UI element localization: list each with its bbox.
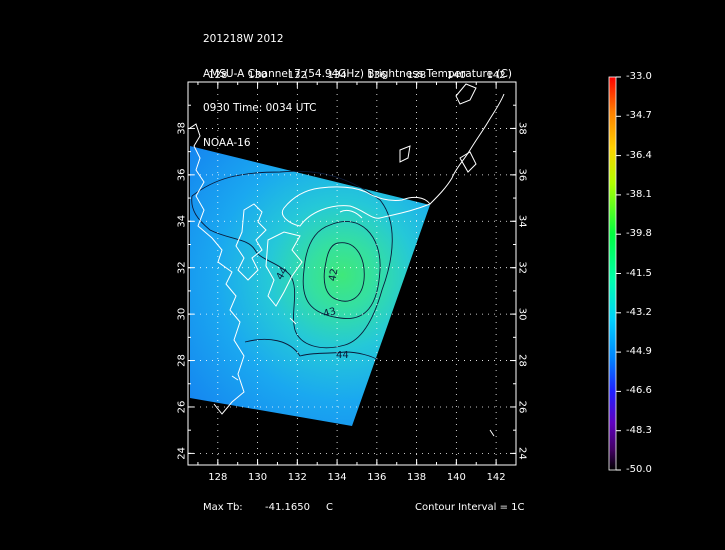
- contour-label: 44: [336, 350, 349, 361]
- max-tb-value: -41.1650: [265, 502, 310, 513]
- lon-tick-label: 132: [288, 70, 307, 81]
- contour-lines: [191, 170, 393, 361]
- lon-tick-label: 130: [248, 70, 267, 81]
- lon-tick-label: 140: [447, 70, 466, 81]
- satellite-swath: [190, 146, 430, 426]
- header-satellite: NOAA-16: [203, 136, 251, 149]
- header-title: AMSU-A Channel 7 (54.94GHz) Brightness T…: [203, 67, 512, 80]
- lon-tick-label: 132: [288, 472, 307, 483]
- map-frame: [187, 81, 517, 466]
- lon-tick-label: 136: [367, 70, 386, 81]
- colorbar-label: -34.7: [626, 110, 652, 122]
- lat-tick-label: 38: [517, 122, 528, 135]
- lon-tick-label: 142: [487, 70, 506, 81]
- colorbar-label: -38.1: [626, 188, 652, 200]
- lon-tick-label: 138: [407, 472, 426, 483]
- lat-tick-label: 36: [177, 168, 188, 181]
- lat-tick-label: 32: [177, 261, 188, 274]
- lon-tick-label: 128: [208, 472, 227, 483]
- lat-tick-label: 38: [177, 122, 188, 135]
- lon-tick-label: 136: [367, 472, 386, 483]
- max-tb-unit: C: [326, 502, 333, 513]
- colorbar-label: -46.6: [626, 385, 652, 397]
- lat-tick-label: 28: [177, 354, 188, 367]
- contour-interval: Contour Interval = 1C: [415, 502, 525, 513]
- contour-label: 42: [327, 268, 340, 282]
- lat-tick-label: 34: [517, 215, 528, 228]
- colorbar-ticks: [616, 76, 621, 471]
- axis-tick-labels: 128 128 130 130 132 132 134 134 136 136 138 138 140 1…: [177, 70, 528, 483]
- header-date: 201218W 2012: [203, 33, 284, 45]
- lat-tick-label: 24: [517, 447, 528, 460]
- lat-tick-label: 30: [177, 308, 188, 321]
- lon-tick-label: 138: [407, 70, 426, 81]
- colorbar-label: -50.0: [626, 464, 652, 475]
- colorbar-label: -48.3: [626, 424, 652, 436]
- colorbar-label: -33.0: [626, 71, 652, 82]
- lat-tick-label: 26: [517, 401, 528, 414]
- colorbar-label: -39.8: [626, 228, 652, 240]
- lat-tick-label: 32: [517, 261, 528, 274]
- lat-lon-grid: [188, 82, 516, 465]
- lat-tick-label: 26: [177, 401, 188, 414]
- lon-tick-label: 140: [447, 472, 466, 483]
- lon-tick-label: 130: [248, 472, 267, 483]
- lat-tick-label: 24: [177, 447, 188, 460]
- lon-tick-label: 134: [328, 70, 347, 81]
- axis-ticks: [188, 82, 516, 465]
- colorbar: [608, 76, 617, 471]
- map-header: 201218W 2012 AMSU-A Channel 7 (54.94GHz)…: [203, 11, 512, 161]
- header-time: 0930 Time: 0034 UTC: [203, 102, 317, 114]
- lat-tick-label: 34: [177, 215, 188, 228]
- contour-label: 43: [322, 306, 337, 320]
- lat-tick-label: 28: [517, 354, 528, 367]
- lon-tick-label: 134: [328, 472, 347, 483]
- lon-tick-label: 142: [487, 472, 506, 483]
- max-tb-label: Max Tb:: [203, 502, 243, 513]
- colorbar-label: -44.9: [626, 346, 652, 358]
- colorbar-label: -43.2: [626, 306, 652, 318]
- lat-tick-label: 36: [517, 168, 528, 181]
- lat-tick-label: 30: [517, 308, 528, 321]
- lon-tick-label: 128: [208, 70, 227, 81]
- colorbar-label: -36.4: [626, 149, 652, 161]
- colorbar-label: -41.5: [626, 267, 652, 279]
- contour-labels: 42 43 44 44: [275, 265, 349, 361]
